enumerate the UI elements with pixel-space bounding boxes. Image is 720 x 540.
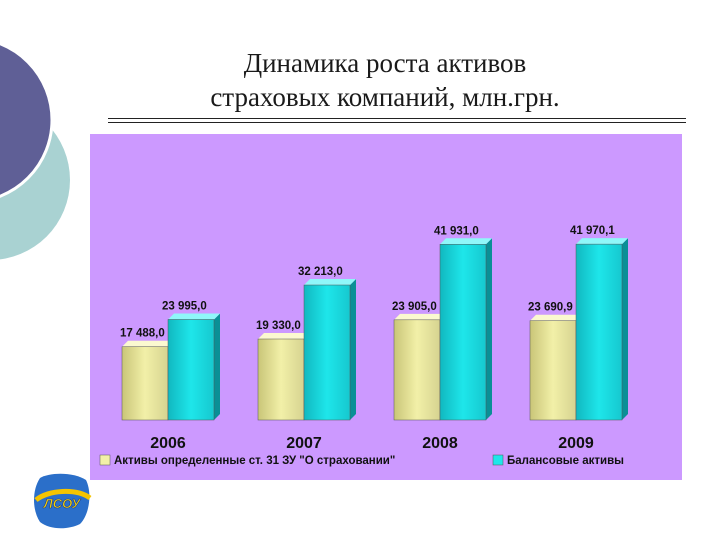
bar: [393, 319, 441, 421]
data-label: 19 330,0: [256, 320, 301, 332]
title-divider: [108, 118, 686, 119]
data-label: 23 905,0: [392, 301, 437, 313]
bar: [575, 243, 623, 421]
logo-map-shape: [34, 473, 90, 529]
bar-top: [122, 340, 174, 347]
slide-title-line2: страховых компаний, млн.грн.: [210, 82, 560, 112]
bar: [439, 244, 487, 421]
bar-chart: 17 488,0 23 995,0 2006 19 330,0 32 213,0 2007…: [90, 134, 682, 480]
x-tick-label: 2008: [422, 435, 458, 452]
bar-top: [258, 332, 310, 339]
bar: [529, 320, 577, 421]
data-label: 23 995,0: [162, 300, 207, 312]
decor-circle-dark: [0, 42, 54, 198]
bar: [167, 319, 215, 421]
bar-side: [486, 238, 492, 420]
bar-top: [440, 238, 492, 245]
bar-top: [394, 313, 446, 320]
x-tick-label: 2006: [150, 435, 186, 452]
data-label: 23 690,9: [528, 302, 573, 314]
slide-title: Динамика роста активов страховых компани…: [150, 46, 620, 114]
bar-top: [530, 314, 582, 321]
bar-top: [576, 238, 628, 245]
x-tick-label: 2009: [558, 435, 594, 452]
slide-title-line1: Динамика роста активов: [243, 48, 527, 78]
logo-ring: [34, 489, 92, 503]
decorative-circles: [0, 42, 70, 260]
title-divider-secondary: [108, 122, 686, 123]
bar: [257, 338, 305, 421]
data-label: 41 970,1: [570, 225, 615, 237]
data-label: 32 213,0: [298, 266, 343, 278]
bar-side: [350, 279, 356, 420]
bar-side: [622, 238, 628, 420]
bar-side: [214, 313, 220, 420]
legend-swatch: [492, 454, 504, 466]
bar: [121, 346, 169, 421]
logo: ЛСОУ: [34, 473, 92, 529]
legend-label: Активы определенные ст. 31 ЗУ "О страхов…: [114, 455, 395, 467]
x-tick-label: 2007: [286, 435, 322, 452]
bar: [303, 284, 351, 421]
legend-swatch: [99, 454, 111, 466]
legend-label: Балансовые активы: [507, 455, 624, 467]
bar-top: [304, 279, 356, 286]
data-label: 17 488,0: [120, 328, 165, 340]
data-label: 41 931,0: [434, 225, 479, 237]
bar-top: [168, 313, 220, 320]
logo-text: ЛСОУ: [43, 496, 82, 511]
